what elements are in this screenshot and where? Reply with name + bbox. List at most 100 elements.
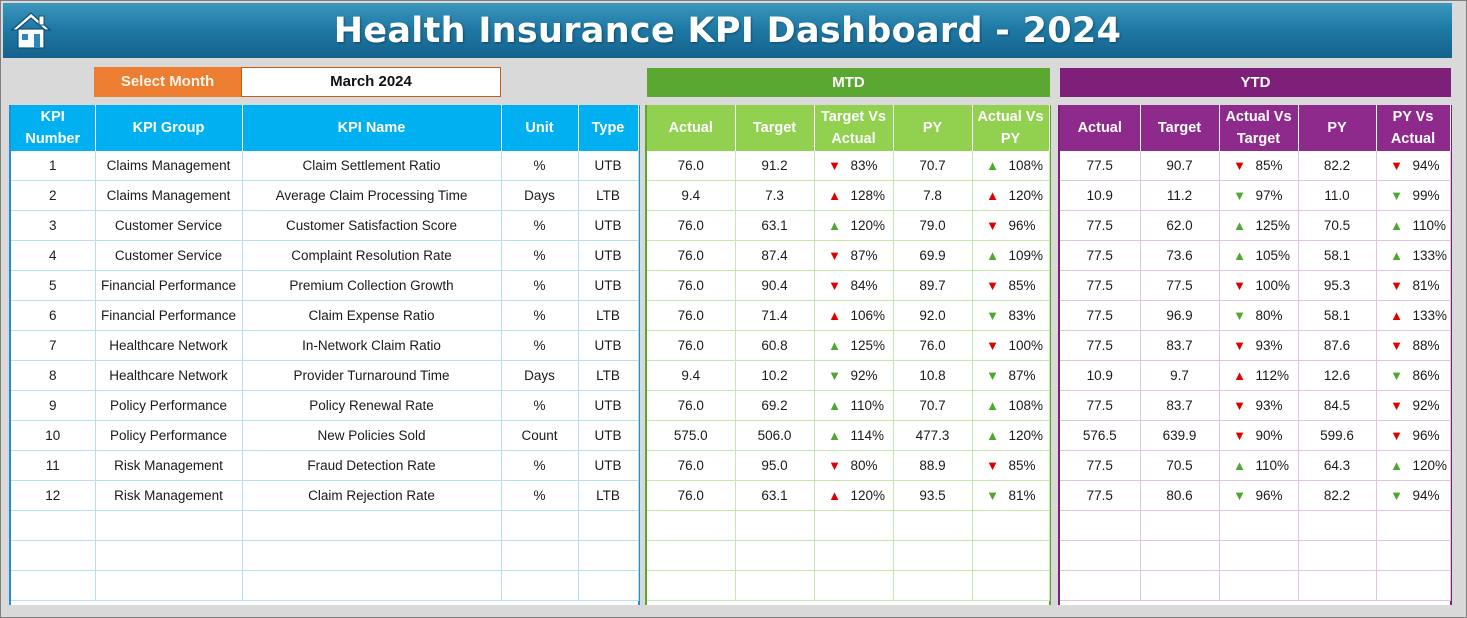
empty-cell[interactable] [1298,510,1377,541]
ytd-actual-vs-target-cell[interactable]: ▼ 85% [1219,151,1299,181]
empty-cell[interactable] [242,540,502,571]
kpi-number-cell[interactable]: 10 [11,420,96,451]
empty-cell[interactable] [95,540,243,571]
mtd-actual-vs-py-cell[interactable]: ▼ 96% [972,210,1050,241]
ytd-actual-cell[interactable]: 77.5 [1060,270,1141,301]
mtd-target-vs-actual-cell[interactable]: ▲ 128% [814,180,894,211]
kpi-number-cell[interactable]: 11 [11,450,96,481]
mtd-target-vs-actual-cell[interactable]: ▼ 87% [814,240,894,271]
kpi-group-cell[interactable]: Risk Management [95,450,243,481]
empty-cell[interactable] [1140,540,1220,571]
ytd-target-cell[interactable]: 639.9 [1140,420,1220,451]
mtd-py-cell[interactable]: 70.7 [893,390,973,421]
kpi-number-cell[interactable]: 6 [11,300,96,331]
ytd-py-cell[interactable]: 84.5 [1298,390,1377,421]
ytd-actual-vs-target-cell[interactable]: ▼ 93% [1219,390,1299,421]
ytd-target-cell[interactable]: 96.9 [1140,300,1220,331]
kpi-number-cell[interactable]: 3 [11,210,96,241]
empty-cell[interactable] [1298,540,1377,571]
kpi-type-cell[interactable]: UTB [578,390,639,421]
mtd-py-cell[interactable]: 70.7 [893,151,973,181]
empty-cell[interactable] [11,570,96,601]
ytd-actual-cell[interactable]: 77.5 [1060,480,1141,511]
empty-cell[interactable] [893,510,973,541]
mtd-py-cell[interactable]: 93.5 [893,480,973,511]
mtd-target-vs-actual-cell[interactable]: ▼ 84% [814,270,894,301]
kpi-name-cell[interactable]: In-Network Claim Ratio [242,330,502,361]
kpi-group-cell[interactable]: Claims Management [95,180,243,211]
home-icon[interactable] [9,9,53,51]
mtd-target-vs-actual-cell[interactable]: ▼ 80% [814,450,894,481]
empty-cell[interactable] [1376,510,1451,541]
mtd-target-vs-actual-cell[interactable]: ▲ 120% [814,480,894,511]
mtd-target-cell[interactable]: 63.1 [735,210,815,241]
ytd-py-vs-actual-cell[interactable]: ▲ 120% [1376,450,1451,481]
mtd-actual-cell[interactable]: 575.0 [647,420,736,451]
mtd-py-cell[interactable]: 88.9 [893,450,973,481]
mtd-py-cell[interactable]: 477.3 [893,420,973,451]
ytd-py-cell[interactable]: 58.1 [1298,300,1377,331]
ytd-py-cell[interactable]: 95.3 [1298,270,1377,301]
ytd-py-cell[interactable]: 58.1 [1298,240,1377,271]
kpi-group-cell[interactable]: Claims Management [95,151,243,181]
mtd-target-cell[interactable]: 90.4 [735,270,815,301]
mtd-actual-cell[interactable]: 76.0 [647,151,736,181]
mtd-actual-cell[interactable]: 9.4 [647,360,736,391]
mtd-target-cell[interactable]: 95.0 [735,450,815,481]
mtd-target-vs-actual-cell[interactable]: ▲ 106% [814,300,894,331]
ytd-py-vs-actual-cell[interactable]: ▼ 92% [1376,390,1451,421]
ytd-actual-cell[interactable]: 77.5 [1060,240,1141,271]
ytd-actual-vs-target-cell[interactable]: ▼ 90% [1219,420,1299,451]
ytd-py-vs-actual-cell[interactable]: ▲ 133% [1376,300,1451,331]
ytd-target-cell[interactable]: 62.0 [1140,210,1220,241]
mtd-actual-cell[interactable]: 76.0 [647,270,736,301]
mtd-actual-cell[interactable]: 76.0 [647,450,736,481]
kpi-type-cell[interactable]: UTB [578,420,639,451]
empty-cell[interactable] [578,570,639,601]
kpi-type-cell[interactable]: UTB [578,330,639,361]
ytd-py-cell[interactable]: 599.6 [1298,420,1377,451]
empty-cell[interactable] [1060,540,1141,571]
kpi-number-cell[interactable]: 7 [11,330,96,361]
mtd-actual-vs-py-cell[interactable]: ▲ 109% [972,240,1050,271]
ytd-py-vs-actual-cell[interactable]: ▼ 94% [1376,151,1451,181]
ytd-target-cell[interactable]: 73.6 [1140,240,1220,271]
ytd-actual-cell[interactable]: 77.5 [1060,330,1141,361]
kpi-number-cell[interactable]: 12 [11,480,96,511]
kpi-type-cell[interactable]: LTB [578,180,639,211]
mtd-actual-cell[interactable]: 76.0 [647,390,736,421]
kpi-type-cell[interactable]: UTB [578,240,639,271]
ytd-py-vs-actual-cell[interactable]: ▼ 96% [1376,420,1451,451]
mtd-target-cell[interactable]: 7.3 [735,180,815,211]
empty-cell[interactable] [501,570,579,601]
empty-cell[interactable] [893,570,973,601]
kpi-group-cell[interactable]: Financial Performance [95,270,243,301]
ytd-actual-vs-target-cell[interactable]: ▲ 112% [1219,360,1299,391]
empty-cell[interactable] [814,570,894,601]
ytd-target-cell[interactable]: 11.2 [1140,180,1220,211]
kpi-type-cell[interactable]: UTB [578,151,639,181]
mtd-target-vs-actual-cell[interactable]: ▼ 92% [814,360,894,391]
kpi-name-cell[interactable]: Provider Turnaround Time [242,360,502,391]
empty-cell[interactable] [242,510,502,541]
kpi-unit-cell[interactable]: % [501,151,579,181]
ytd-py-vs-actual-cell[interactable]: ▼ 86% [1376,360,1451,391]
empty-cell[interactable] [578,540,639,571]
kpi-unit-cell[interactable]: % [501,330,579,361]
empty-cell[interactable] [11,510,96,541]
kpi-group-cell[interactable]: Risk Management [95,480,243,511]
empty-cell[interactable] [814,540,894,571]
kpi-type-cell[interactable]: UTB [578,450,639,481]
empty-cell[interactable] [735,540,815,571]
empty-cell[interactable] [647,510,736,541]
kpi-number-cell[interactable]: 9 [11,390,96,421]
kpi-name-cell[interactable]: Customer Satisfaction Score [242,210,502,241]
mtd-target-cell[interactable]: 71.4 [735,300,815,331]
kpi-unit-cell[interactable]: % [501,210,579,241]
mtd-py-cell[interactable]: 10.8 [893,360,973,391]
kpi-unit-cell[interactable]: % [501,240,579,271]
ytd-target-cell[interactable]: 90.7 [1140,151,1220,181]
ytd-actual-vs-target-cell[interactable]: ▼ 96% [1219,480,1299,511]
empty-cell[interactable] [95,510,243,541]
empty-cell[interactable] [735,570,815,601]
